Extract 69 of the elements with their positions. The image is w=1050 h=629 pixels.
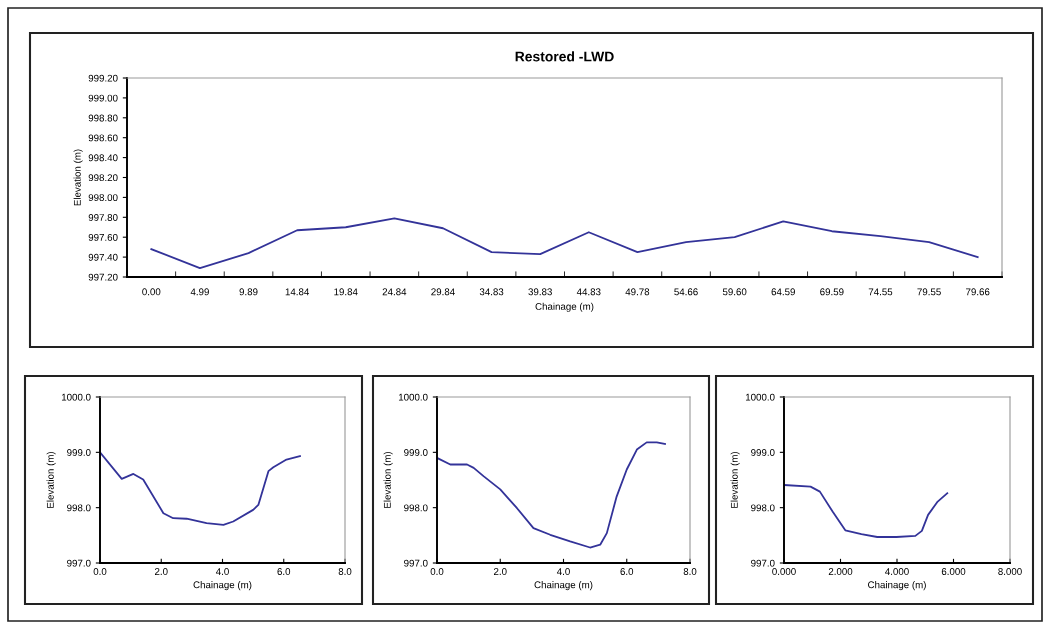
x-tick-label: 59.60 bbox=[722, 288, 747, 296]
y-tick-label: 997.20 bbox=[88, 273, 118, 281]
y-tick-label: 1000.0 bbox=[61, 393, 91, 401]
x-tick-label: 69.59 bbox=[820, 288, 844, 296]
y-tick-label: 997.0 bbox=[67, 559, 91, 567]
y-tick-label: 998.00 bbox=[88, 194, 118, 202]
y-tick-label: 998.0 bbox=[751, 504, 775, 512]
y-axis-title: Elevation (m) bbox=[46, 451, 56, 508]
x-tick-label: 34.83 bbox=[479, 288, 504, 296]
x-tick-label: 8.000 bbox=[998, 568, 1022, 575]
line-series bbox=[784, 484, 949, 538]
x-tick-label: 9.89 bbox=[239, 288, 258, 296]
x-tick-label: 8.0 bbox=[338, 568, 352, 575]
y-tick-label: 999.20 bbox=[88, 74, 118, 82]
x-tick-label: 54.66 bbox=[674, 288, 698, 296]
y-tick-label: 998.60 bbox=[88, 134, 118, 142]
x-tick-label: 24.84 bbox=[382, 288, 407, 296]
x-tick-label: 4.99 bbox=[190, 288, 209, 296]
x-axis-title: Chainage (m) bbox=[193, 581, 252, 591]
y-axis-title: Elevation (m) bbox=[73, 149, 83, 206]
y-tick-label: 998.80 bbox=[88, 114, 118, 122]
x-tick-label: 0.0 bbox=[93, 568, 107, 575]
x-tick-label: 49.78 bbox=[625, 288, 650, 296]
x-tick-label: 6.000 bbox=[941, 568, 966, 575]
line-series bbox=[100, 451, 301, 526]
line-series bbox=[150, 217, 979, 269]
y-axis-title: Elevation (m) bbox=[383, 451, 393, 508]
y-tick-label: 1000.0 bbox=[745, 393, 775, 401]
x-tick-label: 2.0 bbox=[154, 568, 168, 575]
x-tick-label: 74.55 bbox=[868, 288, 893, 296]
x-tick-label: 0.00 bbox=[142, 288, 161, 296]
y-tick-label: 998.20 bbox=[88, 174, 118, 182]
x-axis-title: Chainage (m) bbox=[868, 581, 926, 591]
chart-title: Restored -LWD bbox=[515, 51, 614, 62]
y-tick-label: 1000.0 bbox=[398, 393, 428, 401]
y-tick-label: 998.40 bbox=[88, 154, 118, 162]
x-tick-label: 4.0 bbox=[215, 568, 229, 575]
y-tick-label: 997.60 bbox=[88, 233, 118, 241]
y-tick-label: 999.0 bbox=[751, 449, 775, 456]
x-tick-label: 14.84 bbox=[285, 288, 310, 296]
y-tick-label: 999.0 bbox=[67, 449, 91, 456]
line-series bbox=[437, 441, 666, 549]
x-tick-label: 79.55 bbox=[917, 288, 941, 296]
x-tick-label: 6.0 bbox=[277, 568, 291, 575]
y-tick-label: 999.0 bbox=[404, 449, 428, 456]
x-tick-label: 79.66 bbox=[966, 288, 990, 296]
x-tick-label: 44.83 bbox=[576, 288, 601, 296]
x-tick-label: 8.0 bbox=[683, 568, 697, 575]
x-tick-label: 6.0 bbox=[620, 568, 634, 575]
x-axis-title: Chainage (m) bbox=[535, 302, 594, 312]
x-tick-label: 0.0 bbox=[430, 568, 444, 575]
x-tick-label: 4.000 bbox=[885, 568, 909, 575]
y-tick-label: 997.0 bbox=[751, 559, 775, 567]
y-axis-title: Elevation (m) bbox=[730, 451, 740, 508]
x-tick-label: 64.59 bbox=[771, 288, 795, 296]
x-tick-label: 2.000 bbox=[828, 568, 853, 575]
x-tick-label: 19.84 bbox=[334, 288, 358, 296]
y-tick-label: 999.00 bbox=[88, 94, 118, 102]
x-tick-label: 2.0 bbox=[493, 568, 507, 575]
y-tick-label: 997.0 bbox=[404, 559, 428, 567]
y-tick-label: 997.40 bbox=[88, 253, 118, 261]
y-tick-label: 998.0 bbox=[67, 504, 91, 512]
x-tick-label: 4.0 bbox=[556, 568, 570, 575]
y-tick-label: 997.80 bbox=[88, 214, 118, 221]
x-tick-label: 0.000 bbox=[772, 568, 796, 575]
x-tick-label: 29.84 bbox=[431, 288, 455, 296]
x-axis-title: Chainage (m) bbox=[534, 581, 593, 591]
y-tick-label: 998.0 bbox=[404, 504, 428, 512]
x-tick-label: 39.83 bbox=[528, 288, 552, 296]
